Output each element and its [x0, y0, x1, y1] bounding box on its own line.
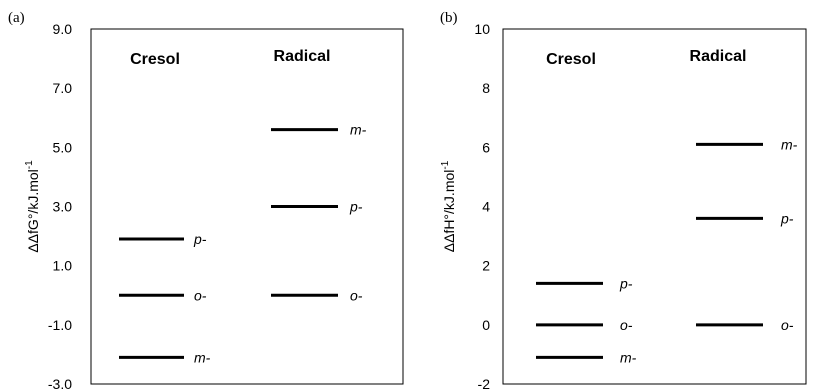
y-tick-label: 4: [482, 199, 490, 215]
y-tick-label: 1.0: [53, 258, 73, 274]
level-label: o-: [194, 287, 207, 303]
y-tick-label: 0: [482, 317, 490, 333]
y-tick-label: 8: [482, 80, 490, 96]
group-label-radical: Radical: [690, 48, 747, 65]
panel-label: (b): [440, 10, 458, 26]
group-label-cresol: Cresol: [546, 51, 596, 68]
y-axis-title-superscript: -1: [440, 160, 451, 169]
level-label: m-: [194, 349, 211, 365]
y-tick-label: -2: [478, 376, 491, 392]
y-tick-label: 10: [474, 21, 490, 37]
y-tick-label: 2: [482, 258, 490, 274]
level-label: p-: [780, 210, 794, 226]
level-label: m-: [781, 136, 798, 152]
panel-a: (a) -3.0 -1.0 1.0 3.0 5.0 7.0 9.0 ΔΔfG°/kJ.mol-1…: [8, 10, 403, 392]
y-tick-label: -3.0: [48, 376, 72, 392]
y-tick-label: 6: [482, 139, 490, 155]
level-label: p-: [349, 199, 363, 215]
y-tick-label: 5.0: [53, 139, 73, 155]
panel-b: (b) -2 0 2 4 6 8 10 ΔΔfH°/kJ.mol-1 Cresol p-o-m- Ra…: [440, 10, 806, 392]
y-axis-title-main: ΔΔfH°/kJ.mol: [441, 170, 457, 253]
group-label-cresol: Cresol: [130, 51, 180, 68]
y-axis-title-superscript: -1: [24, 160, 35, 169]
y-axis-title: ΔΔfG°/kJ.mol-1: [24, 160, 41, 253]
plot-frame: [503, 29, 806, 384]
level-label: m-: [350, 122, 367, 138]
level-label: o-: [781, 317, 794, 333]
level-label: p-: [619, 275, 633, 291]
y-axis-title-main: ΔΔfG°/kJ.mol: [25, 169, 41, 252]
level-label: o-: [350, 287, 363, 303]
y-tick-label: 9.0: [53, 21, 73, 37]
level-label: p-: [193, 231, 207, 247]
level-label: m-: [620, 349, 637, 365]
level-label: o-: [620, 317, 633, 333]
y-tick-label: 3.0: [53, 199, 73, 215]
y-axis-title: ΔΔfH°/kJ.mol-1: [440, 160, 457, 252]
y-tick-label: 7.0: [53, 80, 73, 96]
y-tick-label: -1.0: [48, 317, 72, 333]
panel-label: (a): [8, 10, 25, 26]
group-label-radical: Radical: [274, 48, 331, 65]
